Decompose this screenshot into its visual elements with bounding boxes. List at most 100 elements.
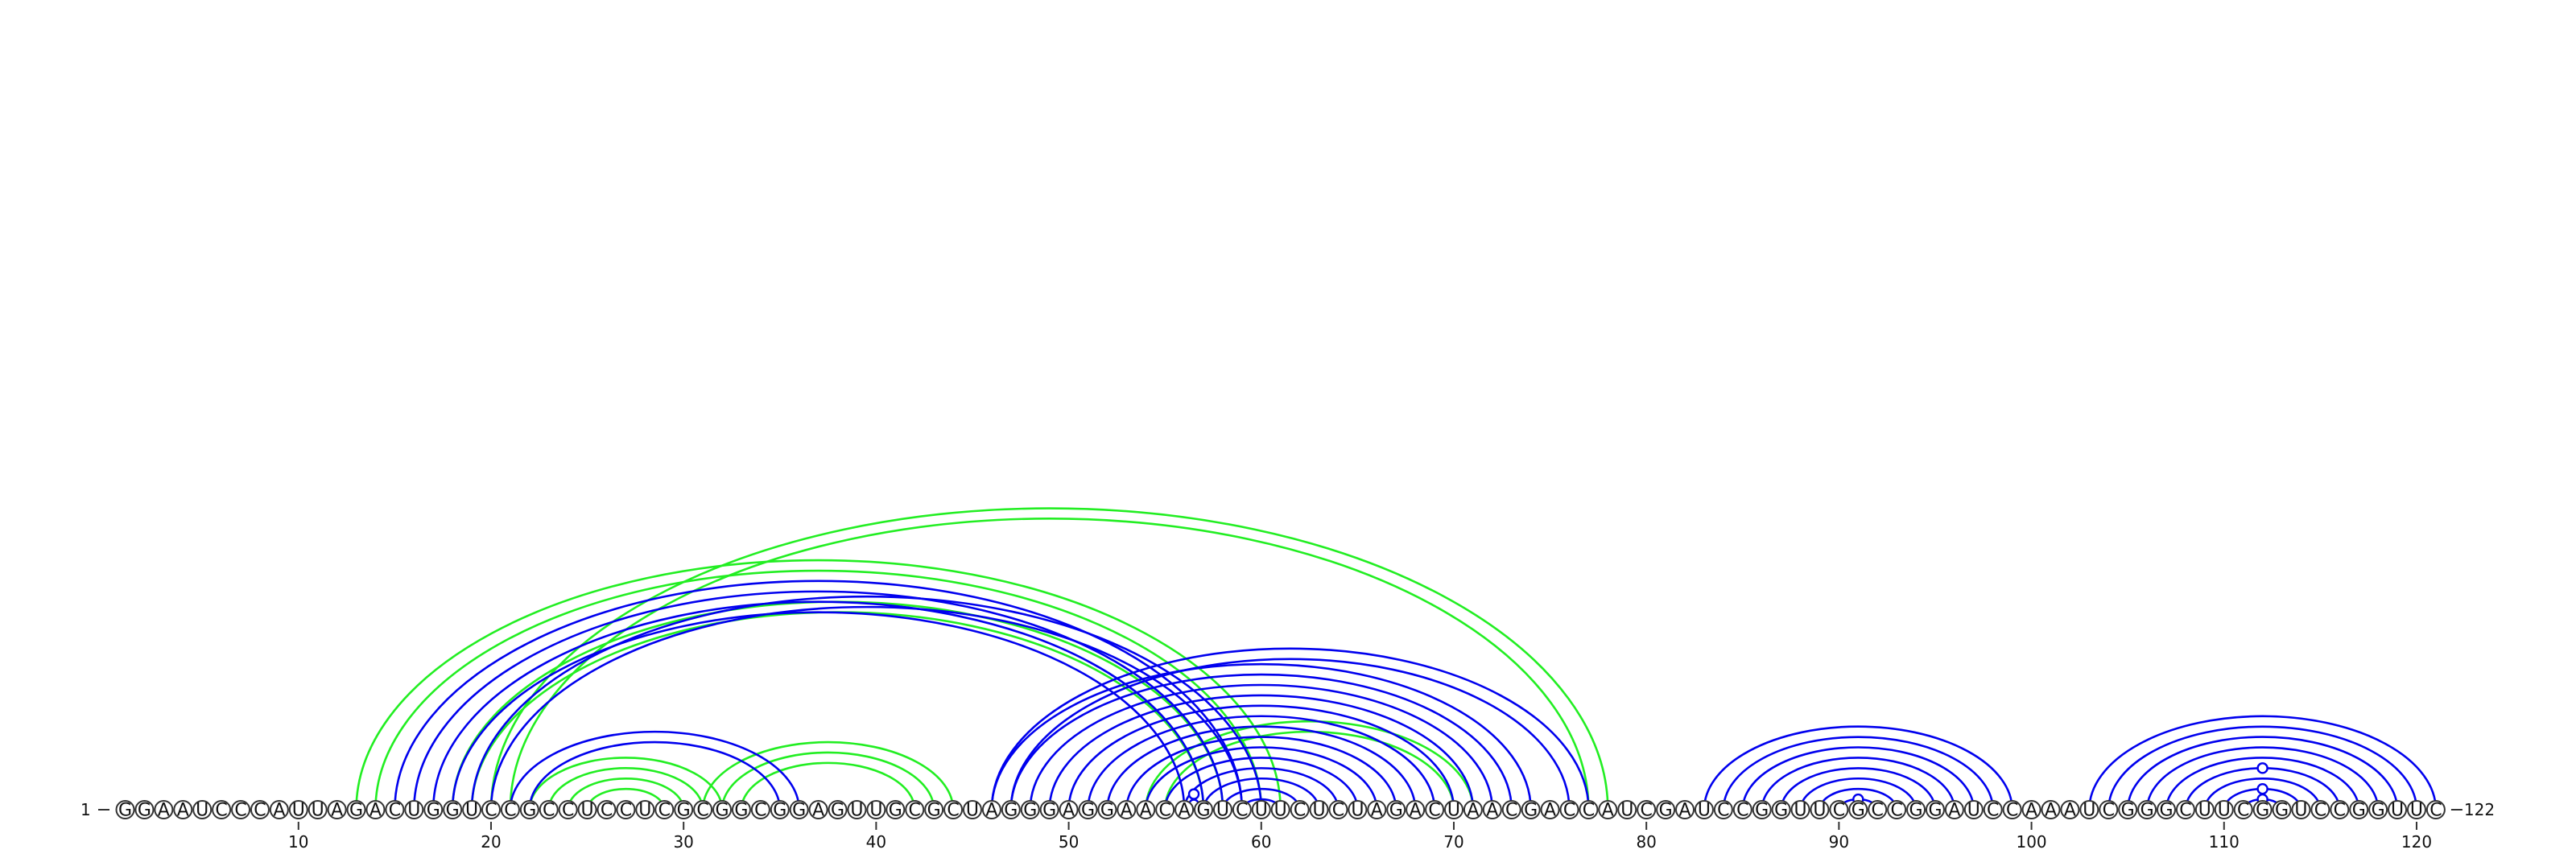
nucleotide-letter: C [1872, 801, 1884, 821]
base-pair-arc-blue [2107, 725, 2418, 811]
nucleotide-circle [1771, 800, 1791, 819]
nucleotide: A [1059, 800, 1079, 821]
nucleotide-circle [327, 800, 347, 819]
nucleotide-circle [1637, 800, 1657, 819]
nucleotide-circle [1482, 800, 1502, 819]
base-pair-arc-blue [2088, 715, 2438, 811]
nucleotide-letter: G [427, 801, 440, 821]
nucleotide-letter: A [177, 801, 189, 821]
base-pair-arc-blue [528, 740, 782, 811]
base-pair-arc-green [1163, 730, 1455, 811]
nucleotide-circle [115, 800, 135, 819]
base-pair-arc-green [720, 751, 935, 811]
nucleotide-circle [616, 800, 636, 819]
nucleotide: U [462, 800, 482, 821]
nucleotide-circle [539, 800, 559, 819]
nucleotide-circle [1212, 800, 1232, 819]
nucleotide-circle [1348, 800, 1368, 819]
base-pair-arc-blue [1048, 694, 1475, 811]
nucleotide-letter: G [1196, 801, 1210, 821]
base-pair-arc-blue [990, 662, 1532, 811]
nucleotide: G [519, 800, 539, 821]
nucleotide: U [577, 800, 597, 821]
base-pair-arc-blue [2165, 757, 2360, 811]
nucleotide-letter: G [1774, 801, 1788, 821]
nucleotide: G [2252, 800, 2273, 821]
nucleotide: C [1983, 800, 2003, 821]
nucleotide-letter: C [2429, 801, 2442, 821]
nucleotide-circle [2252, 800, 2273, 819]
nucleotide-letter: G [1524, 801, 1538, 821]
nucleotide-letter: G [792, 801, 806, 821]
nucleotide-circle [2137, 800, 2157, 819]
nucleotide-circle [1001, 800, 1021, 819]
nucleotide: C [558, 800, 578, 821]
nucleotide-circle [731, 800, 751, 819]
nucleotide-circle [558, 800, 578, 819]
nucleotide-letter: C [1294, 801, 1306, 821]
nucleotide-letter: A [158, 801, 170, 821]
base-pair-arc-blue [470, 595, 1263, 811]
nucleotide-circle [308, 800, 328, 819]
nucleotide-circle [462, 800, 482, 819]
nucleotide-circle [2194, 800, 2215, 819]
nucleotide-circle [2330, 800, 2350, 819]
nucleotide-circle [385, 800, 405, 819]
nucleotide-letter: G [1100, 801, 1114, 821]
nucleotide: G [423, 800, 444, 821]
nucleotide-circle [2388, 800, 2408, 819]
nucleotide-circle [134, 800, 155, 819]
base-pair-arc-blue [990, 647, 1590, 811]
sequence-start-label: 1 [80, 800, 91, 819]
nucleotide: G [770, 800, 790, 821]
nucleotide-circle [1251, 800, 1271, 819]
tick-label: 110 [2209, 832, 2240, 852]
nucleotide-circle [1386, 800, 1406, 819]
base-pair-arc-green [451, 600, 1224, 811]
tick-label: 120 [2401, 832, 2432, 852]
nucleotide-circle [365, 800, 386, 819]
sequence-end-label: 122 [2464, 800, 2495, 819]
nucleotide-circle [1732, 800, 1752, 819]
nucleotide-circle [1406, 800, 1426, 819]
nucleotide-circle [250, 800, 270, 819]
nucleotide-letter: A [1063, 801, 1075, 821]
nucleotide-circle [905, 800, 925, 819]
nucleotide-circle [597, 800, 617, 819]
nucleotide-letter: A [1486, 801, 1498, 821]
nucleotide-letter: C [601, 801, 613, 821]
nucleotide-letter: U [1312, 801, 1325, 821]
base-pair-arc-blue [1780, 767, 1937, 811]
nucleotide: A [1482, 800, 1502, 821]
base-pair-arc-blue [1799, 777, 1918, 811]
nucleotide-circle [2214, 800, 2234, 819]
nucleotide-letter: G [1755, 801, 1769, 821]
base-pair-arc-green [355, 559, 1282, 811]
nucleotide: U [1694, 800, 1714, 821]
nucleotide-letter: A [1544, 801, 1556, 821]
nucleotide-letter: G [1389, 801, 1403, 821]
nucleotide: A [1463, 800, 1483, 821]
nucleotide-letter: A [1179, 801, 1191, 821]
nucleotide: G [1020, 800, 1040, 821]
base-pair-arc-green [586, 787, 666, 811]
base-pair-arc-blue [509, 730, 800, 811]
nucleotide-circle [2079, 800, 2099, 819]
nucleotide-letter: G [522, 801, 536, 821]
nucleotide: U [288, 800, 308, 821]
nucleotide: C [1232, 800, 1252, 821]
nucleotide: U [1348, 800, 1368, 821]
nucleotide-circle [1675, 800, 1695, 819]
nucleotide-letter: G [831, 801, 844, 821]
nucleotide-circle [1425, 800, 1445, 819]
nucleotide-circle [1868, 800, 1888, 819]
nucleotide-letter: G [446, 801, 460, 821]
base-pair-arc-green [470, 611, 1205, 811]
nucleotide-circle [2425, 800, 2446, 819]
nucleotide: A [1598, 800, 1618, 821]
nucleotide-circle [1059, 800, 1079, 819]
nucleotide: U [2214, 800, 2234, 821]
nucleotide-letter: C [754, 801, 766, 821]
nucleotide-letter: U [2410, 801, 2423, 821]
nucleotide: U [1270, 800, 1290, 821]
